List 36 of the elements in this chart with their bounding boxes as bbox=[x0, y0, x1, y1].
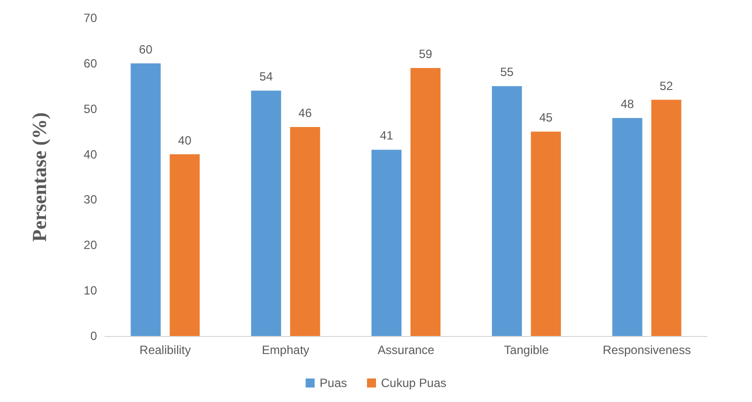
data-label: 59 bbox=[418, 46, 432, 61]
data-label: 55 bbox=[500, 65, 514, 80]
y-tick-label: 0 bbox=[90, 329, 98, 343]
y-tick-label: 60 bbox=[84, 56, 98, 70]
legend-label: Cukup Puas bbox=[380, 376, 446, 390]
y-tick-label: 10 bbox=[84, 284, 98, 298]
y-axis-title: Persentase (%) bbox=[29, 112, 51, 242]
bar bbox=[372, 150, 402, 336]
data-label: 45 bbox=[539, 110, 553, 125]
y-tick-label: 30 bbox=[84, 192, 98, 207]
bar bbox=[251, 90, 282, 336]
bar bbox=[410, 68, 440, 336]
x-tick-label: Tangible bbox=[504, 343, 550, 357]
legend-label: Puas bbox=[320, 376, 347, 390]
y-tick-label: 40 bbox=[84, 147, 98, 162]
bar bbox=[290, 127, 320, 336]
data-label: 41 bbox=[380, 128, 394, 143]
x-tick-label: Responsiveness bbox=[602, 343, 691, 357]
x-tick-label: Assurance bbox=[378, 343, 435, 357]
y-tick-label: 20 bbox=[84, 238, 98, 252]
data-label: 60 bbox=[139, 42, 153, 56]
bar bbox=[130, 63, 161, 336]
bar bbox=[530, 132, 561, 336]
data-label: 46 bbox=[298, 106, 312, 120]
data-label: 48 bbox=[620, 96, 634, 111]
y-tick-label: 50 bbox=[84, 102, 98, 116]
data-label: 40 bbox=[178, 133, 192, 148]
x-tick-label: Realibility bbox=[140, 343, 191, 357]
data-label: 52 bbox=[660, 78, 674, 93]
y-tick-label: 70 bbox=[84, 11, 98, 25]
data-label: 54 bbox=[259, 70, 274, 84]
x-tick-label: Emphaty bbox=[262, 343, 310, 357]
bar bbox=[170, 154, 200, 336]
bar bbox=[492, 86, 522, 336]
bar bbox=[612, 118, 642, 336]
bar bbox=[651, 100, 682, 336]
